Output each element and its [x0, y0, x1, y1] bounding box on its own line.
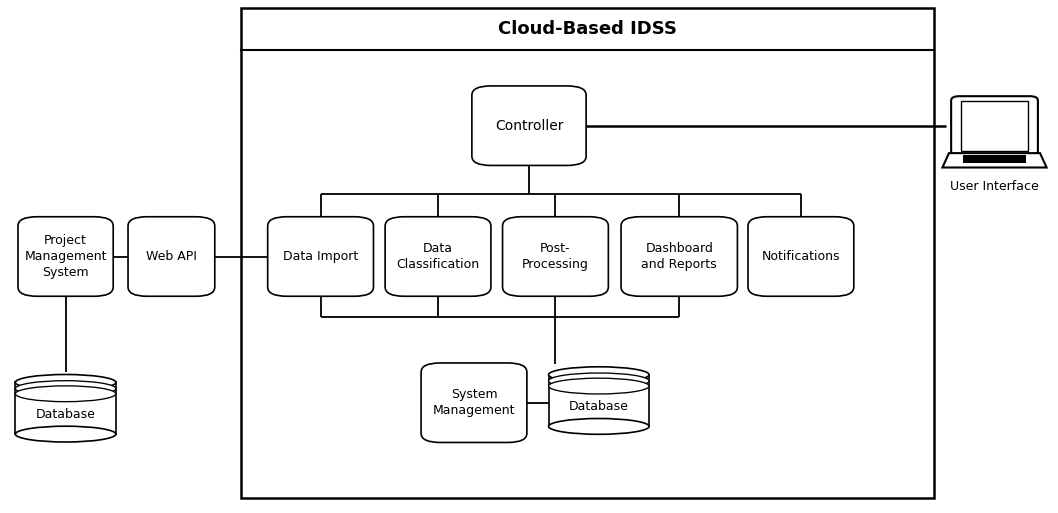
- FancyBboxPatch shape: [128, 217, 215, 297]
- Ellipse shape: [15, 386, 116, 402]
- Bar: [15, 382, 116, 434]
- FancyBboxPatch shape: [503, 217, 608, 297]
- Ellipse shape: [15, 426, 116, 442]
- Text: Dashboard
and Reports: Dashboard and Reports: [641, 242, 717, 271]
- FancyBboxPatch shape: [472, 86, 586, 165]
- Polygon shape: [943, 153, 1046, 168]
- Text: User Interface: User Interface: [950, 181, 1039, 193]
- FancyBboxPatch shape: [951, 96, 1038, 155]
- Bar: [548, 374, 649, 426]
- Text: Project
Management
System: Project Management System: [24, 234, 107, 279]
- Ellipse shape: [15, 381, 116, 397]
- Bar: [963, 155, 1026, 163]
- Text: Notifications: Notifications: [762, 250, 840, 263]
- Text: System
Management: System Management: [433, 388, 515, 417]
- FancyBboxPatch shape: [241, 8, 934, 498]
- FancyBboxPatch shape: [748, 217, 854, 297]
- Ellipse shape: [548, 367, 649, 383]
- FancyBboxPatch shape: [268, 217, 373, 297]
- FancyBboxPatch shape: [621, 217, 737, 297]
- Text: Web API: Web API: [146, 250, 197, 263]
- Text: Database: Database: [569, 400, 628, 413]
- FancyBboxPatch shape: [961, 101, 1028, 151]
- Text: Data
Classification: Data Classification: [397, 242, 479, 271]
- FancyBboxPatch shape: [385, 217, 491, 297]
- Ellipse shape: [548, 373, 649, 389]
- FancyBboxPatch shape: [18, 217, 113, 297]
- Text: Post-
Processing: Post- Processing: [522, 242, 589, 271]
- Text: Database: Database: [36, 408, 95, 421]
- Ellipse shape: [548, 419, 649, 435]
- Text: Data Import: Data Import: [282, 250, 359, 263]
- Ellipse shape: [15, 374, 116, 390]
- Text: Controller: Controller: [495, 119, 563, 133]
- Ellipse shape: [548, 378, 649, 394]
- FancyBboxPatch shape: [421, 363, 527, 442]
- Text: Cloud-Based IDSS: Cloud-Based IDSS: [498, 20, 677, 38]
